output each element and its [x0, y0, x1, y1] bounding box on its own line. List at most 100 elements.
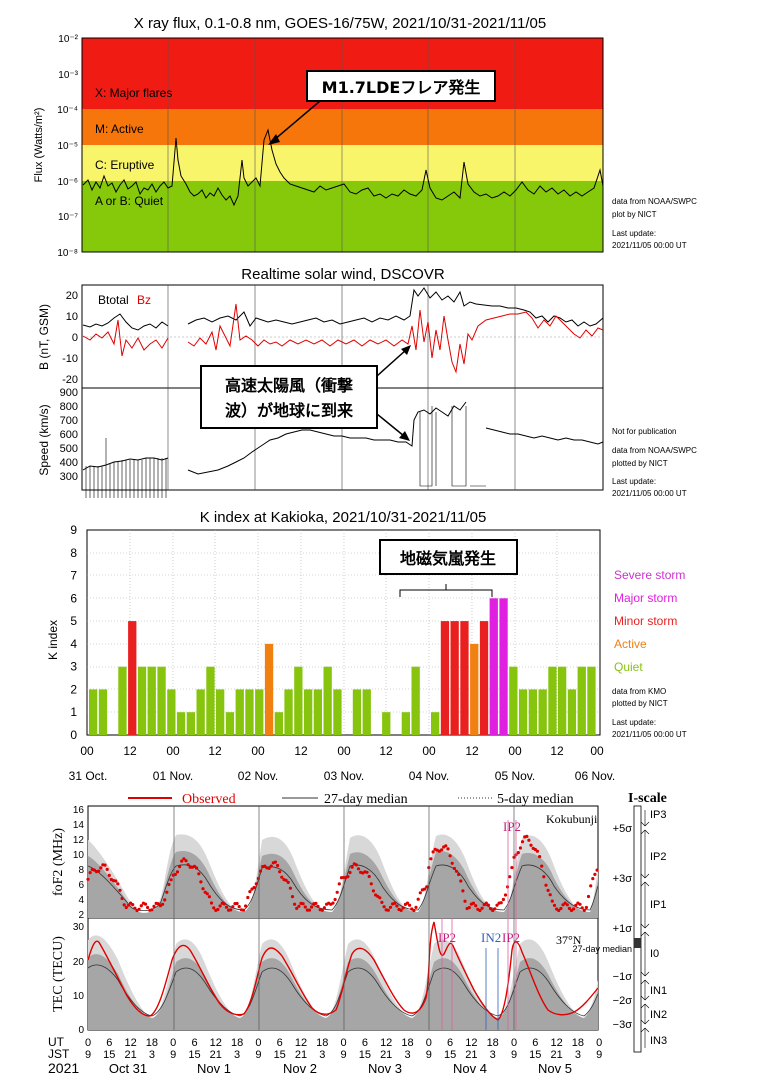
- wind-v-tick: 700: [60, 415, 78, 427]
- iono-day-label: Nov 4: [453, 1061, 487, 1076]
- fof2-point: [224, 905, 229, 909]
- fof2-point: [337, 882, 341, 886]
- fof2-point: [150, 908, 154, 912]
- fof2-point: [467, 906, 471, 910]
- wind-callout-arrowhead-1: [401, 345, 411, 355]
- xray-panel: X ray flux, 0.1-0.8 nm, GOES-16/75W, 202…: [33, 15, 697, 259]
- kindex-bar: [255, 689, 264, 735]
- fof2-point: [371, 889, 375, 893]
- wind-note-lastupdate: Last update:: [612, 477, 656, 486]
- fof2-point: [107, 873, 111, 878]
- fof2-point: [256, 876, 260, 881]
- tec-ytick: 10: [73, 991, 85, 1002]
- jst-tick: 3: [234, 1049, 240, 1061]
- kindex-bar: [294, 666, 303, 735]
- fof2-point: [508, 875, 512, 879]
- fof2-point: [88, 871, 92, 875]
- fof2-27day-median: [87, 864, 599, 912]
- kindex-xtick: 12: [208, 744, 222, 758]
- fof2-point: [559, 906, 563, 911]
- fof2-point: [137, 907, 141, 911]
- kindex-vgrid: [129, 530, 558, 735]
- fof2-point: [463, 899, 467, 903]
- wind-callout-line1: 高速太陽風（衝撃: [225, 376, 353, 395]
- jst-tick: 3: [404, 1049, 410, 1061]
- kindex-xtick: 12: [379, 744, 393, 758]
- kindex-note-plot: plotted by NICT: [612, 699, 668, 708]
- kindex-ytick: 5: [70, 614, 77, 628]
- iscale-ip1: IP1: [650, 899, 667, 911]
- fof2-point: [218, 904, 222, 908]
- kindex-ytick: 3: [70, 660, 77, 674]
- fof2-point: [388, 905, 393, 909]
- ut-tick: 18: [231, 1037, 243, 1049]
- fof2-point: [550, 899, 554, 903]
- bz-label: Bz: [137, 293, 151, 307]
- sigma-minus1: −1σ: [613, 971, 633, 983]
- fof2-point: [386, 908, 390, 912]
- legend-major-storm: Major storm: [614, 591, 677, 605]
- kindex-bar: [313, 689, 322, 735]
- iono-event-lines: [441, 820, 517, 1030]
- kindex-bar: [518, 689, 528, 735]
- sigma-plus3: +3σ: [613, 873, 633, 885]
- jst-tick: 15: [529, 1049, 541, 1061]
- wind-v-tick: 300: [60, 471, 78, 483]
- kindex-ytick: 1: [70, 705, 77, 719]
- fof2-point: [446, 847, 450, 851]
- fof2-point: [399, 908, 403, 913]
- fof2-band-inner: [88, 850, 598, 918]
- ut-tick: 0: [170, 1037, 176, 1049]
- iscale-bar-dark: [634, 938, 641, 948]
- ip2-label-fof2: IP2: [503, 819, 521, 834]
- tec-legend: Observed 27-day median 5-day median I-sc…: [128, 791, 667, 807]
- wind-b-ticks: 20 10 0 -10 -20: [62, 290, 78, 386]
- kindex-panel: K index at Kakioka, 2021/10/31-2021/11/0…: [46, 509, 687, 783]
- fof2-point: [548, 893, 552, 897]
- kindex-bars: [89, 598, 596, 735]
- xray-band-label-x: X: Major flares: [95, 86, 172, 100]
- fof2-point: [499, 901, 503, 905]
- kindex-dates: 31 Oct. 01 Nov. 02 Nov. 03 Nov. 04 Nov. …: [69, 769, 616, 783]
- tec-ylabel: TEC (TECU): [51, 936, 66, 1012]
- fof2-point: [595, 868, 599, 872]
- fof2-ytick: 14: [73, 820, 85, 831]
- wind-b-tick: -10: [62, 353, 78, 365]
- fof2-point: [593, 872, 597, 877]
- kindex-bar: [577, 666, 586, 735]
- kindex-bar: [157, 666, 166, 735]
- fof2-point: [133, 906, 137, 910]
- kindex-bar: [206, 666, 215, 735]
- jst-tick: 15: [444, 1049, 456, 1061]
- fof2-point: [290, 895, 295, 899]
- jst-tick: 3: [490, 1049, 496, 1061]
- fof2-point: [152, 904, 156, 909]
- kindex-ylabel: K index: [46, 620, 60, 660]
- kindex-bar: [440, 621, 450, 735]
- fof2-point: [578, 902, 582, 906]
- kindex-callout: 地磁気嵐発生: [379, 539, 518, 597]
- btotal-label: Btotal: [98, 293, 129, 307]
- fof2-point: [267, 866, 271, 871]
- kindex-date: 03 Nov.: [324, 769, 364, 783]
- ip2-label-tec-1: IP2: [438, 930, 456, 945]
- ut-tick: 18: [572, 1037, 584, 1049]
- wind-v-tick: 600: [60, 429, 78, 441]
- kindex-bar: [196, 689, 205, 735]
- fof2-point: [333, 897, 337, 902]
- fof2-point: [444, 844, 448, 848]
- fof2-point: [178, 865, 182, 869]
- kindex-bar: [284, 689, 293, 735]
- kindex-bar: [128, 621, 137, 735]
- fof2-point: [165, 890, 169, 894]
- fof2-point: [276, 863, 280, 868]
- iscale-sigma-labels: +5σ +3σ +1σ 27-day median −1σ −2σ −3σ: [572, 823, 632, 1031]
- fof2-point: [331, 901, 335, 905]
- iscale-i0: I0: [650, 948, 659, 960]
- kindex-bar: [431, 712, 440, 735]
- fof2-ylabel: foF2 (MHz): [51, 828, 66, 896]
- xray-notes: data from NOAA/SWPC plot by NICT Last up…: [612, 197, 697, 250]
- fof2-point: [574, 903, 578, 908]
- xray-callout-box: [306, 70, 496, 102]
- fof2-point: [457, 872, 461, 877]
